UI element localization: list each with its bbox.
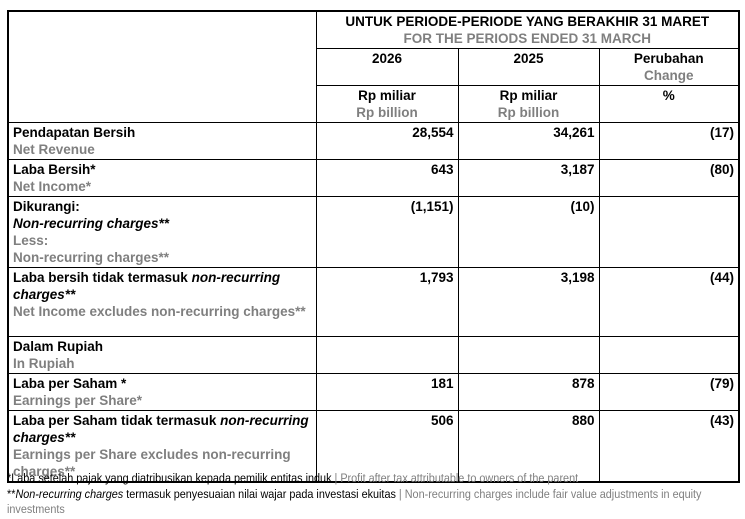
row-label-english: Non-recurring charges** [13, 250, 170, 265]
financial-results-table: UNTUK PERIODE-PERIODE YANG BERAKHIR 31 M… [7, 10, 740, 483]
row-label: Laba per Saham * Earnings per Share* [7, 373, 317, 411]
value-change: (43) [598, 410, 740, 483]
header-year-row: 2026 2025 Perubahan Change [8, 48, 740, 86]
unit-cell-2025: Rp miliar Rp billion [457, 85, 600, 123]
footnote-2-marker: ** [7, 486, 16, 501]
value-change [598, 196, 740, 268]
row-label: Laba Bersih* Net Income* [7, 159, 317, 197]
value-2026 [315, 336, 459, 374]
row-label-indonesian: Laba per Saham tidak termasuk non-recurr… [13, 413, 309, 445]
year-column-2025: 2025 [457, 48, 600, 86]
value-2026: 181 [315, 373, 459, 411]
row-label-english: Earnings per Share* [13, 393, 143, 408]
row-label-indonesian-italic: Non-recurring charges** [13, 216, 170, 231]
year-column-2026: 2026 [315, 48, 459, 86]
footnote-1: *Laba setelah pajak yang diatribusikan k… [7, 471, 738, 487]
unit-cell-2026: Rp miliar Rp billion [315, 85, 459, 123]
footnote-1-english: | Profit after tax attributable to owner… [331, 471, 579, 485]
footnote-2-english: | Non-recurring charges include fair val… [7, 486, 702, 517]
change-column-header: Perubahan Change [598, 48, 740, 86]
footnote-2: **Non-recurring charges termasuk penyesu… [7, 487, 738, 518]
value-2025: 3,198 [457, 267, 600, 337]
header-title-row: UNTUK PERIODE-PERIODE YANG BERAKHIR 31 M… [7, 10, 740, 123]
change-header-indonesian: Perubahan [633, 51, 704, 66]
header-units-row: Rp miliar Rp billion Rp miliar Rp billio… [8, 85, 740, 123]
percent-unit-cell: % [598, 85, 740, 123]
value-change [598, 336, 740, 374]
row-label-english: Earnings per Share excludes non-recurrin… [13, 447, 291, 479]
period-title-english: FOR THE PERIODS ENDED 31 MARCH [403, 31, 652, 46]
footnote-2-italic-term: Non-recurring charges [15, 486, 124, 501]
footnote-1-indonesian: *Laba setelah pajak yang diatribusikan k… [7, 471, 332, 485]
row-label-english: In Rupiah [13, 356, 75, 371]
row-label: Laba per Saham tidak termasuk non-recurr… [7, 410, 317, 483]
value-2025: 3,187 [457, 159, 600, 197]
row-label-indonesian: Pendapatan Bersih [13, 125, 136, 140]
unit-indonesian: Rp miliar [499, 88, 558, 103]
value-2026: 506 [315, 410, 459, 483]
table-row-in-rupiah: Dalam Rupiah In Rupiah [7, 336, 740, 374]
row-label-english: Net Revenue [13, 142, 95, 157]
table-row-net-income: Laba Bersih* Net Income* 643 3,187 (80) [7, 159, 740, 197]
row-label-indonesian: Laba bersih tidak termasuk non-recurring… [13, 270, 281, 302]
row-label-english: Less: [13, 233, 49, 248]
period-title-cell: UNTUK PERIODE-PERIODE YANG BERAKHIR 31 M… [315, 10, 740, 49]
unit-english: Rp billion [356, 105, 418, 120]
row-label-english: Net Income* [13, 179, 92, 194]
value-change: (17) [598, 122, 740, 160]
value-change: (79) [598, 373, 740, 411]
value-2026: 643 [315, 159, 459, 197]
row-label-indonesian: Laba Bersih* [13, 162, 96, 177]
corner-cell [7, 10, 317, 123]
table-row-earnings-per-share: Laba per Saham * Earnings per Share* 181… [7, 373, 740, 411]
unit-english: Rp billion [497, 105, 560, 120]
change-header-english: Change [643, 68, 694, 83]
footnote-2-indonesian: termasuk penyesuaian nilai wajar pada in… [123, 486, 396, 501]
footnotes: *Laba setelah pajak yang diatribusikan k… [7, 471, 738, 518]
row-label: Dalam Rupiah In Rupiah [7, 336, 317, 374]
row-label-indonesian: Dikurangi: [13, 199, 80, 214]
row-label: Dikurangi: Non-recurring charges** Less:… [7, 196, 317, 268]
row-label-indonesian: Laba per Saham * [13, 376, 127, 391]
value-2025: 878 [457, 373, 600, 411]
value-2026: 1,793 [315, 267, 459, 337]
table-row-less-non-recurring: Dikurangi: Non-recurring charges** Less:… [7, 196, 740, 268]
row-label: Laba bersih tidak termasuk non-recurring… [7, 267, 317, 337]
value-change: (80) [598, 159, 740, 197]
table-row-net-revenue: Pendapatan Bersih Net Revenue 28,554 34,… [7, 122, 740, 160]
period-title-indonesian: UNTUK PERIODE-PERIODE YANG BERAKHIR 31 M… [345, 14, 710, 29]
value-2025: (10) [457, 196, 600, 268]
table-row-eps-excl-charges: Laba per Saham tidak termasuk non-recurr… [7, 410, 740, 483]
value-2026: (1,151) [315, 196, 459, 268]
value-2025 [457, 336, 600, 374]
unit-indonesian: Rp miliar [358, 88, 416, 103]
row-label-english: Net Income excludes non-recurring charge… [13, 304, 306, 319]
row-label: Pendapatan Bersih Net Revenue [7, 122, 317, 160]
value-2026: 28,554 [315, 122, 459, 160]
row-label-indonesian: Dalam Rupiah [13, 339, 104, 354]
value-change: (44) [598, 267, 740, 337]
value-2025: 34,261 [457, 122, 600, 160]
table-row-net-income-excl-charges: Laba bersih tidak termasuk non-recurring… [7, 267, 740, 337]
